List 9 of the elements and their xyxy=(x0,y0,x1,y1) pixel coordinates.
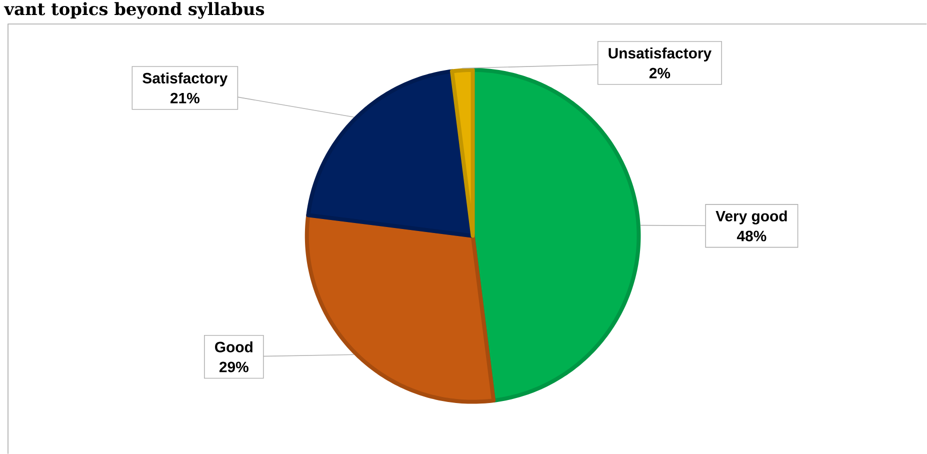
slice-label: Unsatisfactory xyxy=(608,47,712,62)
data-label: 29% xyxy=(219,362,248,372)
slice-label: Good xyxy=(215,341,252,352)
chart-title: vant topics beyond syllabus xyxy=(4,2,264,19)
data-label: 48% xyxy=(736,230,766,242)
slice-label: Very good xyxy=(716,210,787,224)
data-label: 21% xyxy=(170,92,200,104)
slice-label: Satisfactory xyxy=(142,72,228,86)
data-label: 2% xyxy=(649,68,670,78)
